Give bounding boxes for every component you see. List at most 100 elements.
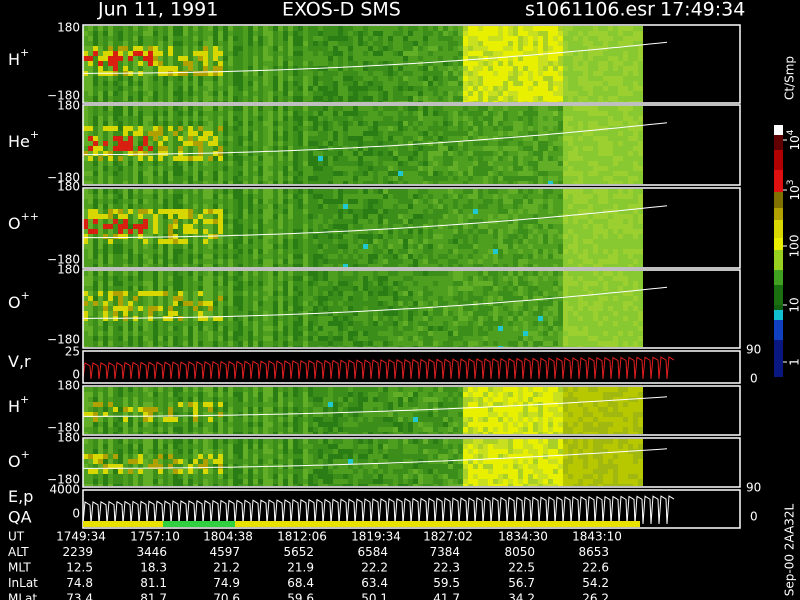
spectrogram-cell: [128, 239, 133, 244]
spectrogram-cell: [353, 31, 358, 36]
spectrogram-cell: [613, 26, 618, 31]
spectrogram-cell: [553, 146, 558, 151]
spectrogram-cell: [488, 116, 493, 121]
spectrogram-cell: [403, 234, 408, 239]
spectrogram-cell: [523, 176, 528, 181]
spectrogram-cell: [513, 189, 518, 194]
spectrogram-cell: [188, 71, 193, 76]
spectrogram-cell: [173, 189, 178, 194]
spectrogram-cell: [368, 136, 373, 141]
spectrogram-cell: [543, 141, 548, 146]
spectrogram-cell: [153, 61, 158, 66]
spectrogram-cell: [428, 51, 433, 56]
spectrogram-cell: [568, 141, 573, 146]
spectrogram-cell: [518, 41, 523, 46]
spectrogram-cell: [268, 41, 273, 46]
spectrogram-cell: [253, 171, 258, 176]
spectrogram-cell: [308, 36, 313, 41]
spectrogram-cell: [403, 76, 408, 81]
spectrogram-cell: [93, 219, 98, 224]
spectrogram-cell: [283, 239, 288, 244]
spectrogram-cell: [298, 249, 303, 254]
spectrogram-cell: [433, 66, 438, 71]
spectrogram-cell: [283, 46, 288, 51]
spectrogram-cell: [233, 249, 238, 254]
spectrogram-cell: [88, 176, 93, 181]
spectrogram-cell: [378, 161, 383, 166]
spectrogram-cell: [268, 209, 273, 214]
spectrogram-cell: [143, 181, 148, 184]
spectrogram-cell: [348, 116, 353, 121]
spectrogram-cell: [253, 229, 258, 234]
spectrogram-cell: [383, 56, 388, 61]
spectrogram-cell: [418, 71, 423, 76]
spectrogram-cell: [143, 126, 148, 131]
spectrogram-cell: [433, 156, 438, 161]
spectrogram-cell: [278, 166, 283, 171]
spectrogram-cell: [628, 111, 633, 116]
spectrogram-cell: [218, 249, 223, 254]
spectrogram-cell: [353, 121, 358, 126]
spectrogram-cell: [378, 151, 383, 156]
spectrogram-cell: [313, 254, 318, 259]
spectrogram-cell: [278, 181, 283, 184]
spectrogram-cell: [153, 131, 158, 136]
spectrogram-cell: [378, 31, 383, 36]
spectrogram-cell: [108, 189, 113, 194]
spectrogram-cell: [203, 224, 208, 229]
spectrogram-cell: [363, 176, 368, 181]
spectrogram-cell: [293, 171, 298, 176]
spectrogram-cell: [473, 194, 478, 199]
spectrogram-cell: [388, 239, 393, 244]
spectrogram-cell: [273, 244, 278, 249]
spectrogram-cell: [353, 156, 358, 161]
spectrogram-cell: [638, 71, 643, 76]
spectrogram-cell: [108, 239, 113, 244]
spectrogram-cell: [223, 141, 228, 146]
spectrogram-cell: [488, 254, 493, 259]
spectrogram-cell: [403, 204, 408, 209]
spectrogram-cell: [283, 219, 288, 224]
spectrogram-cell: [508, 176, 513, 181]
spectrogram-cell: [258, 61, 263, 66]
spectrogram-cell: [103, 106, 108, 111]
spectrogram-cell: [278, 111, 283, 116]
spectrogram-cell: [358, 194, 363, 199]
spectrogram-cell: [568, 26, 573, 31]
spectrogram-cell: [163, 36, 168, 41]
spectrogram-cell: [113, 259, 118, 264]
spectrogram-cell: [618, 56, 623, 61]
spectrogram-cell: [183, 121, 188, 126]
spectrogram-cell: [468, 219, 473, 224]
spectrogram-cell: [368, 244, 373, 249]
spectrogram-cell: [468, 209, 473, 214]
spectrogram-cell: [598, 41, 603, 46]
spectrogram-cell: [153, 224, 158, 229]
spectrogram-cell: [83, 259, 88, 264]
spectrogram-cell: [523, 121, 528, 126]
spectrogram-cell: [313, 166, 318, 171]
spectrogram-cell: [378, 101, 383, 102]
spectrogram-cell: [603, 51, 608, 56]
spectrogram-cell: [303, 239, 308, 244]
spectrogram-cell: [383, 81, 388, 86]
spectrogram-cell: [193, 51, 198, 56]
spectrogram-cell: [318, 189, 323, 194]
spectrogram-cell: [333, 36, 338, 41]
spectrogram-cell: [563, 166, 568, 171]
spectrogram-cell: [558, 51, 563, 56]
spectrogram-cell: [98, 176, 103, 181]
spectrogram-cell: [223, 76, 228, 81]
spectrogram-cell: [223, 36, 228, 41]
spectrogram-cell: [448, 181, 453, 184]
spectrogram-cell: [223, 71, 228, 76]
spectrogram-cell: [288, 151, 293, 156]
spectrogram-cell: [238, 131, 243, 136]
spectrogram-cell: [108, 264, 113, 267]
spectrogram-cell: [398, 264, 403, 267]
spectrogram-cell: [293, 46, 298, 51]
spectrogram-cell: [513, 61, 518, 66]
spectrogram-cell: [633, 86, 638, 91]
spectrogram-cell: [513, 176, 518, 181]
spectrogram-cell: [178, 239, 183, 244]
